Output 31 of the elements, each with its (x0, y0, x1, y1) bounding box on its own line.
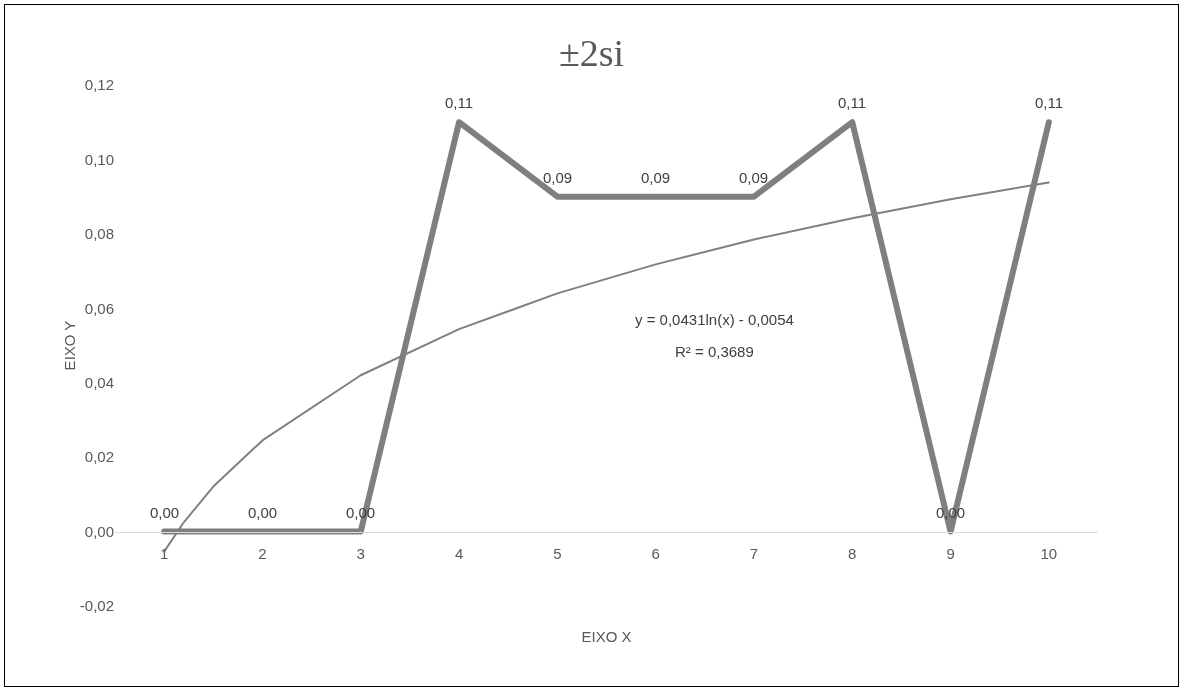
x-tick-label: 8 (848, 544, 857, 562)
data-label: 0,09 (543, 169, 573, 186)
y-tick-label: 0,12 (84, 76, 114, 94)
x-axis-title: EIXO X (581, 627, 632, 645)
y-tick-label: 0,06 (84, 299, 114, 317)
data-label: 0,00 (150, 504, 180, 521)
data-label: 0,09 (739, 169, 769, 186)
x-tick-label: 10 (1040, 544, 1058, 562)
y-axis-title: EIXO Y (61, 320, 78, 371)
x-tick-label: 3 (356, 544, 365, 562)
data-label: 0,11 (445, 94, 474, 111)
x-tick-label: 2 (258, 544, 267, 562)
y-tick-label: 0,00 (84, 522, 114, 540)
x-tick-label: 9 (946, 544, 955, 562)
y-tick-label: 0,02 (84, 448, 114, 466)
data-label: 0,11 (838, 94, 867, 111)
annotation: y = 0,0431ln(x) - 0,0054 (635, 311, 794, 328)
y-tick-label: 0,04 (84, 373, 114, 391)
data-label: 0,00 (248, 504, 278, 521)
data-label: 0,09 (641, 169, 671, 186)
data-label: 0,11 (1035, 94, 1064, 111)
x-tick-label: 4 (454, 544, 464, 562)
chart-title: ±2si (558, 31, 625, 74)
y-tick-label: 0,10 (84, 150, 114, 168)
y-tick-label: 0,08 (84, 225, 114, 243)
x-tick-label: 6 (651, 544, 660, 562)
x-tick-label: 7 (749, 544, 759, 562)
x-tick-label: 5 (553, 544, 562, 562)
annotation: R² = 0,3689 (675, 343, 754, 360)
x-tick-label: 1 (159, 544, 169, 562)
y-tick-label: -0,02 (79, 597, 114, 615)
